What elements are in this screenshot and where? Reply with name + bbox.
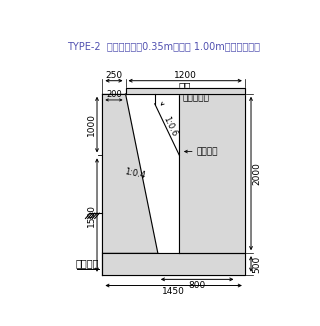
Text: TYPE-2  （嵩上高さが0.35m以上， 1.00m以下の場合）: TYPE-2 （嵩上高さが0.35m以上， 1.00m以下の場合） <box>68 41 260 52</box>
Text: 嵩上擁壁: 嵩上擁壁 <box>196 147 218 156</box>
Text: 800: 800 <box>188 280 206 289</box>
Polygon shape <box>102 94 158 253</box>
Polygon shape <box>125 88 245 94</box>
Text: 500: 500 <box>252 255 261 273</box>
Text: 1000: 1000 <box>87 113 96 136</box>
Text: 200: 200 <box>106 90 122 99</box>
Text: 2000: 2000 <box>252 162 261 185</box>
Text: 歩道: 歩道 <box>179 82 191 92</box>
Text: 1:0.6: 1:0.6 <box>162 115 179 138</box>
Text: 1500: 1500 <box>87 203 96 227</box>
Text: 250: 250 <box>105 70 123 80</box>
Polygon shape <box>102 253 245 275</box>
Text: 1200: 1200 <box>174 70 196 80</box>
Text: 1450: 1450 <box>162 287 185 296</box>
Text: 既設擁壁: 既設擁壁 <box>75 259 99 269</box>
Text: 1:0.4: 1:0.4 <box>124 167 146 180</box>
Polygon shape <box>180 94 245 253</box>
Text: チッピング: チッピング <box>182 93 209 102</box>
